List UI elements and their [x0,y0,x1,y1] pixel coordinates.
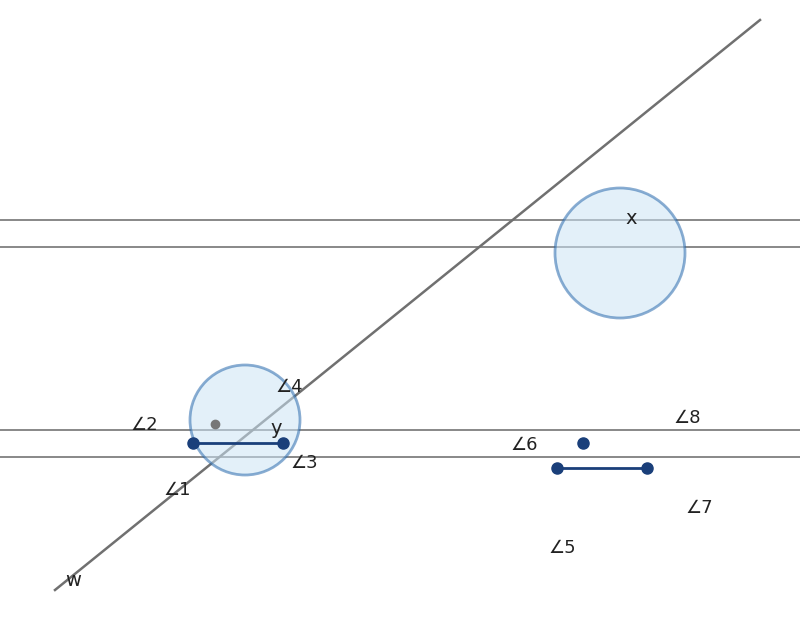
Text: ∠7: ∠7 [685,499,713,517]
Text: ∠8: ∠8 [673,409,701,427]
Text: ∠6: ∠6 [510,436,538,454]
Text: ∠4: ∠4 [275,378,302,396]
Circle shape [190,365,300,475]
Text: w: w [65,571,81,590]
Text: ∠1: ∠1 [163,481,190,499]
Text: ∠5: ∠5 [548,539,576,557]
Text: ∠3: ∠3 [290,454,318,472]
Text: y: y [270,419,282,437]
Circle shape [555,188,685,318]
Text: x: x [625,209,637,227]
Text: ∠2: ∠2 [130,416,158,434]
